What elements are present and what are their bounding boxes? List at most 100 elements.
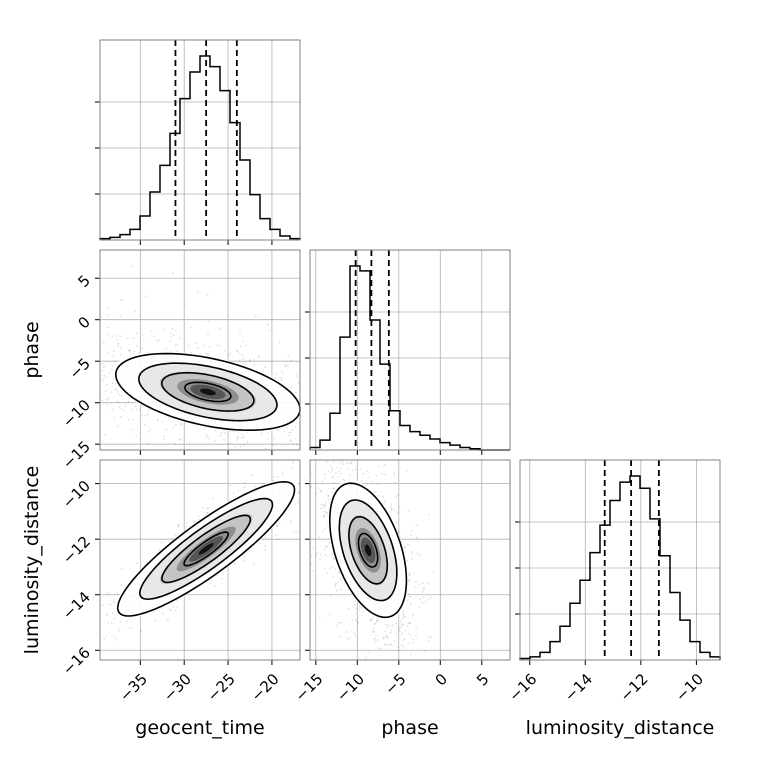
scatter-point: [380, 472, 383, 475]
scatter-point: [237, 490, 240, 492]
scatter-point: [322, 504, 325, 507]
x-tick-label-geocent-time: −25: [204, 670, 239, 705]
y-tick-label-luminosity-distance: −12: [59, 532, 94, 567]
scatter-point: [107, 621, 110, 624]
scatter-point: [237, 435, 240, 438]
panel-frame: [309, 459, 511, 661]
scatter-point: [376, 619, 378, 622]
scatter-point: [169, 608, 172, 611]
scatter-point: [295, 373, 298, 376]
scatter-point: [343, 583, 346, 585]
scatter-point: [395, 522, 398, 524]
scatter-point: [331, 469, 333, 472]
scatter-point: [244, 481, 247, 484]
scatter-point: [172, 537, 175, 540]
scatter-point: [406, 599, 409, 601]
scatter-point: [394, 481, 397, 484]
panel-background: [100, 40, 300, 240]
scatter-point: [409, 653, 412, 656]
scatter-point: [135, 332, 138, 335]
scatter-point: [339, 578, 341, 581]
scatter-point: [406, 624, 409, 627]
scatter-point: [136, 408, 139, 411]
scatter-point: [375, 634, 377, 637]
scatter-point: [146, 413, 149, 416]
scatter-point: [218, 327, 221, 329]
scatter-point: [129, 349, 132, 352]
scatter-point: [121, 299, 124, 302]
scatter-point: [281, 473, 284, 476]
scatter-point: [387, 624, 389, 626]
scatter-point: [233, 562, 236, 564]
scatter-point: [234, 563, 236, 566]
scatter-point: [115, 388, 118, 391]
scatter-point: [395, 495, 398, 498]
scatter-point: [114, 335, 116, 337]
scatter-point: [317, 487, 320, 490]
scatter-point: [425, 601, 428, 603]
scatter-point: [354, 634, 357, 637]
scatter-point: [345, 630, 348, 633]
scatter-point: [206, 508, 208, 510]
scatter-point: [428, 636, 430, 639]
scatter-point: [253, 364, 256, 366]
scatter-point: [318, 536, 321, 538]
scatter-point: [114, 360, 117, 363]
scatter-point: [407, 642, 410, 645]
scatter-point: [101, 362, 104, 365]
scatter-point: [402, 639, 405, 642]
scatter-point: [351, 469, 354, 472]
scatter-point: [110, 621, 113, 624]
scatter-point: [158, 548, 160, 551]
scatter-point: [415, 634, 417, 636]
scatter-point: [326, 545, 328, 548]
scatter-point: [102, 366, 105, 368]
scatter-point: [105, 614, 108, 617]
scatter-point: [248, 359, 251, 361]
scatter-point: [329, 567, 332, 570]
scatter-point: [346, 638, 349, 640]
scatter-point: [388, 643, 391, 645]
scatter-point: [210, 579, 213, 582]
scatter-point: [319, 489, 322, 492]
scatter-point: [326, 572, 329, 574]
x-tick-label-luminosity-distance: −12: [616, 670, 651, 705]
scatter-point: [287, 354, 290, 357]
scatter-point: [327, 498, 330, 500]
scatter-point: [105, 376, 108, 379]
scatter-point: [196, 291, 199, 294]
scatter-point: [177, 525, 180, 528]
scatter-point: [174, 443, 177, 445]
scatter-point: [242, 443, 245, 446]
scatter-point: [323, 513, 326, 516]
scatter-point: [229, 442, 232, 444]
scatter-point: [136, 562, 139, 565]
scatter-point: [156, 340, 159, 342]
scatter-point: [248, 550, 251, 552]
scatter-point: [280, 376, 283, 379]
scatter-point: [242, 358, 245, 360]
scatter-point: [345, 462, 348, 465]
scatter-point: [334, 568, 337, 570]
scatter-point: [118, 406, 121, 408]
scatter-point: [314, 511, 317, 513]
scatter-point: [104, 365, 106, 368]
scatter-point: [170, 609, 173, 612]
scatter-point: [174, 424, 177, 427]
scatter-point: [220, 577, 223, 580]
scatter-point: [354, 468, 357, 471]
x-tick-label-geocent-time: −30: [160, 670, 195, 705]
scatter-point: [133, 337, 135, 339]
scatter-point: [289, 440, 292, 442]
scatter-point: [212, 497, 215, 500]
scatter-point: [336, 581, 339, 584]
scatter-point: [241, 354, 244, 357]
scatter-point: [412, 571, 415, 574]
scatter-point: [179, 337, 182, 339]
scatter-point: [105, 635, 107, 637]
scatter-point: [324, 473, 326, 475]
scatter-point: [382, 495, 385, 498]
scatter-point: [280, 370, 283, 373]
scatter-point: [324, 504, 327, 507]
y-tick-label-phase: −15: [59, 437, 94, 472]
